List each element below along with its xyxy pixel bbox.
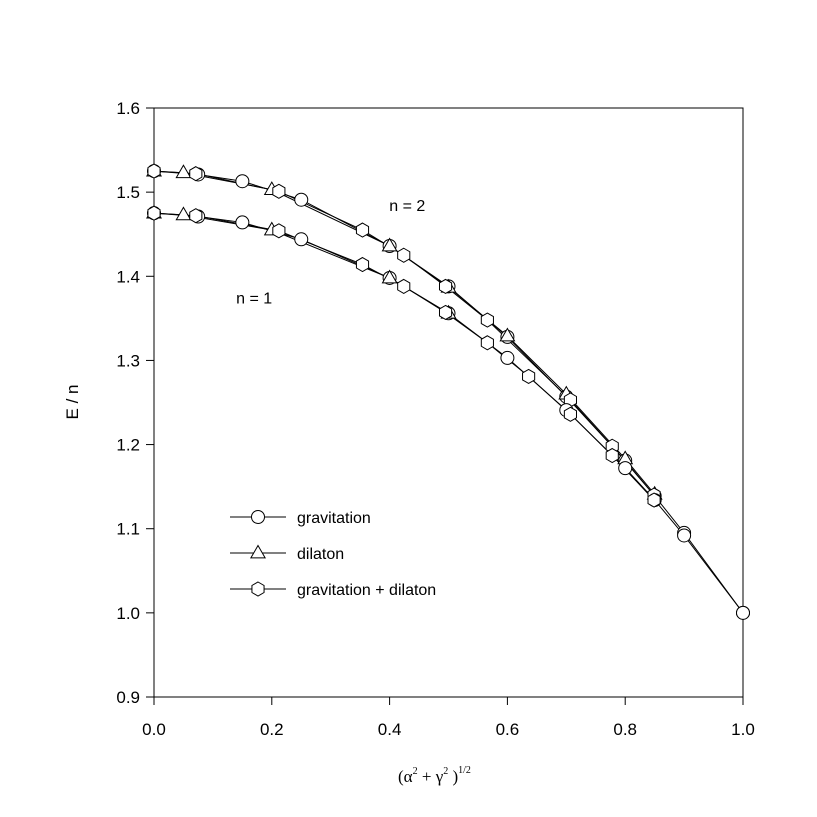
legend-label: gravitation + dilaton [297,582,436,599]
y-tick-label: 1.1 [116,520,140,539]
data-point-circle [294,192,309,207]
data-point-circle [294,232,309,247]
x-label-sup-gamma: 2 [443,766,448,777]
annotation-label: n = 2 [389,198,425,215]
x-axis: 0.0 0.2 0.4 0.6 0.8 1.0 [142,697,755,739]
series-line-triangle [153,212,449,314]
data-point-hexagon [355,256,370,273]
x-tick-label: 0.0 [142,720,166,739]
x-label-alpha: α [404,767,413,786]
data-point-triangle [175,206,192,221]
data-point-triangle [499,327,516,342]
series-line-hexagon [153,170,655,496]
x-label-plus: + [418,767,436,786]
legend-label: dilaton [297,546,344,563]
data-point-hexagon [480,312,494,328]
y-tick-label: 1.6 [116,99,140,118]
data-point-hexagon [397,278,411,294]
data-point-hexagon [647,492,661,508]
x-label-open: ( [398,767,404,786]
data-point-hexagon [438,278,453,294]
y-tick-label: 1.4 [116,267,140,286]
legend: gravitation dilaton gravitation + dilaton [230,510,436,599]
series-lines [153,170,744,614]
series-markers [146,162,750,620]
data-point-hexagon [438,304,453,321]
y-tick-label: 1.2 [116,436,140,455]
series-line-circle [153,170,744,614]
annotations: n = 2 n = 1 [236,198,425,308]
data-point-hexagon [189,166,203,182]
x-tick-label: 0.8 [613,720,637,739]
x-tick-label: 0.2 [260,720,284,739]
y-tick-label: 1.5 [116,183,140,202]
data-point-circle [235,174,250,189]
data-point-circle [618,461,633,476]
x-axis-label: (α2 + γ2 )1/2 [398,765,471,786]
data-point-hexagon [272,223,286,239]
legend-marker-triangle [250,544,266,559]
data-point-triangle [175,164,192,179]
x-tick-label: 1.0 [731,720,755,739]
data-point-hexagon [522,368,536,384]
data-point-circle [500,350,515,365]
y-axis: 0.9 1.0 1.1 1.2 1.3 1.4 1.5 1.6 [116,99,154,707]
data-point-hexagon [563,406,577,422]
data-point-hexagon [480,335,494,351]
data-point-hexagon [189,208,203,224]
x-label-sup-alpha: 2 [413,766,418,777]
x-label-gamma: γ [435,767,444,786]
legend-label: gravitation [297,510,371,527]
y-tick-label: 1.3 [116,351,140,370]
annotation-label: n = 1 [236,290,272,307]
data-point-hexagon [272,183,286,199]
x-tick-label: 0.6 [496,720,520,739]
plot-frame [153,107,744,698]
legend-marker-circle [251,510,265,524]
data-point-triangle [381,269,398,284]
data-point-hexagon [355,222,370,238]
x-tick-label: 0.4 [378,720,402,739]
data-point-hexagon [147,205,161,221]
y-axis-label: E / n [63,385,82,420]
legend-marker-hexagon [251,581,265,597]
data-point-hexagon [147,163,161,179]
data-point-hexagon [397,247,411,263]
x-label-close: ) [448,767,458,786]
series-line-triangle [153,170,656,495]
data-point-circle [677,528,692,543]
data-point-hexagon [605,447,619,464]
data-point-circle [235,215,250,230]
x-label-exponent: 1/2 [458,765,471,776]
y-tick-label: 0.9 [116,688,140,707]
y-tick-label: 1.0 [116,604,140,623]
data-point-circle [736,605,750,620]
data-point-triangle [381,237,398,252]
